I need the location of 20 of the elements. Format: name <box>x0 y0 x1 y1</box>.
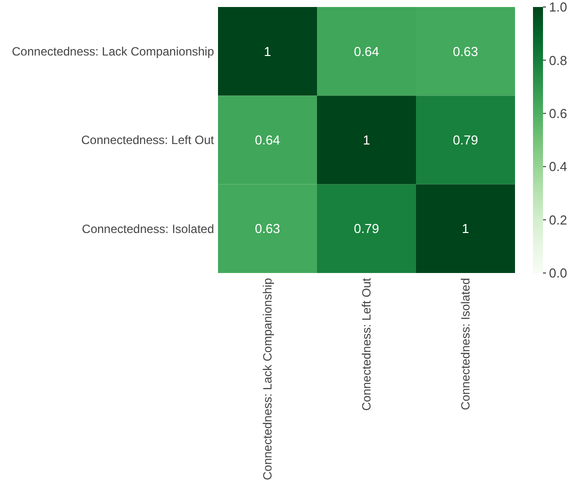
data-label: 0.79 <box>452 132 478 148</box>
color-bar-label: 0.4 <box>549 159 568 174</box>
y-tick-label: Connectedness: Left Out <box>81 133 215 148</box>
color-bar-label: 0.0 <box>549 266 568 281</box>
data-label: 1 <box>362 132 370 148</box>
data-label: 1 <box>462 221 470 236</box>
data-label: 0.64 <box>354 44 380 59</box>
color-bar-label: 0.8 <box>549 52 568 68</box>
color-bar-label: 0.6 <box>549 106 568 121</box>
data-label: 0.63 <box>254 221 280 236</box>
x-tick-label: Connectedness: Isolated <box>458 278 473 410</box>
data-label: 0.64 <box>254 132 280 148</box>
data-label: 0.79 <box>354 221 380 236</box>
data-label: 1 <box>264 44 272 59</box>
y-tick-label: Connectedness: Isolated <box>82 222 214 236</box>
data-label: 0.63 <box>452 44 478 59</box>
color-bar-label: 0.2 <box>549 212 568 228</box>
y-tick-label: Connectedness: Lack Companionship <box>12 44 214 59</box>
x-tick-label: Connectedness: Left Out <box>360 277 374 411</box>
color-bar-label: 1.0 <box>549 0 568 15</box>
